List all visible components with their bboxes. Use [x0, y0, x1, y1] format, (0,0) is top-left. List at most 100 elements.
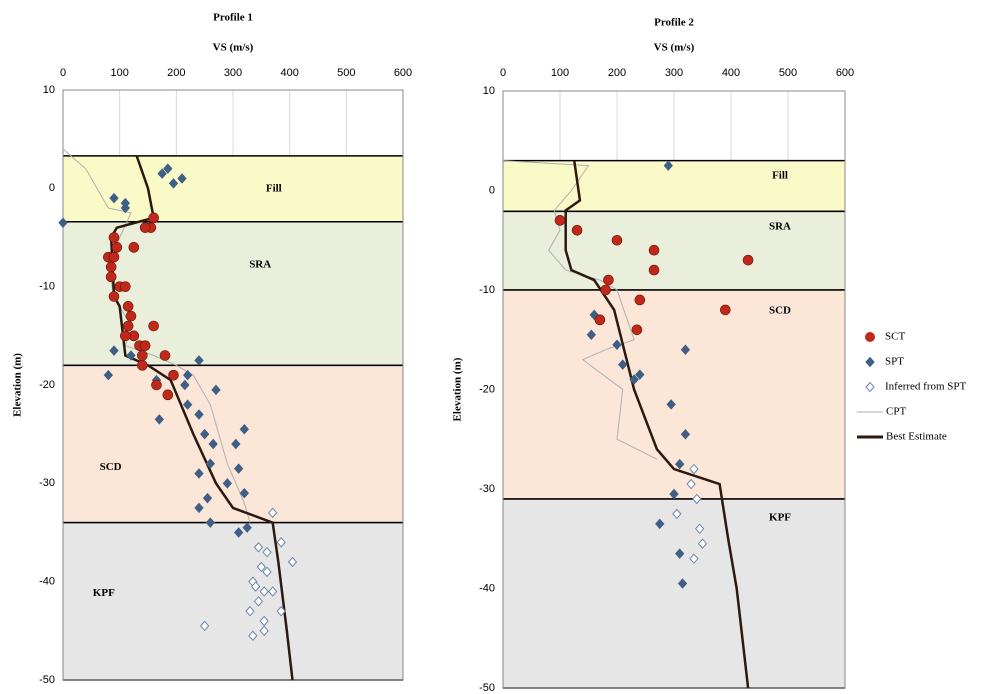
x-axis-label: VS (m/s) — [213, 42, 254, 54]
y-axis-label: Elevation (m) — [12, 353, 24, 417]
inferred-point — [694, 523, 705, 535]
legend-marker — [865, 381, 875, 393]
sct-point — [611, 234, 623, 246]
inferred-point — [253, 596, 264, 607]
legend-label: Best Estimate — [886, 431, 947, 443]
spt-point — [163, 163, 173, 174]
sct-point — [600, 284, 611, 296]
spt-point — [194, 409, 204, 420]
best-estimate-line — [564, 160, 750, 689]
spt-point — [233, 463, 244, 474]
x-tick-label: 400 — [280, 67, 298, 79]
spt-point — [157, 168, 167, 179]
sct-point — [122, 301, 134, 312]
sct-point — [108, 232, 120, 243]
sct-point — [137, 360, 148, 371]
layer-label: Fill — [772, 169, 788, 181]
spt-point — [675, 458, 685, 470]
y-tick-label: -50 — [479, 682, 495, 694]
x-tick-label: 100 — [110, 67, 128, 79]
legend-label: SPT — [885, 356, 904, 368]
spt-point — [629, 374, 639, 385]
sct-point — [151, 379, 162, 391]
x-tick-label: 600 — [836, 67, 854, 79]
y-tick-label: -20 — [479, 383, 495, 395]
x-tick-label: 300 — [665, 67, 683, 79]
sct-point — [571, 225, 583, 236]
sct-point — [603, 274, 614, 286]
y-tick-label: -40 — [479, 582, 495, 594]
y-tick-label: -10 — [479, 284, 495, 296]
inferred-point — [199, 620, 210, 632]
spt-point — [182, 399, 193, 410]
x-tick-label: 0 — [500, 67, 506, 79]
spt-point — [154, 414, 165, 425]
sct-point — [120, 281, 131, 292]
x-tick-label: 200 — [167, 67, 185, 79]
y-tick-label: -50 — [39, 674, 55, 686]
y-tick-label: 0 — [49, 182, 55, 194]
layer-label: SRA — [769, 221, 791, 233]
inferred-point — [267, 507, 278, 519]
spt-point — [239, 423, 250, 435]
x-tick-label: 500 — [337, 67, 355, 79]
spt-point — [239, 487, 250, 499]
spt-point — [103, 369, 114, 381]
layer-label: SCD — [769, 304, 791, 316]
sct-point — [128, 242, 140, 253]
x-tick-label: 600 — [394, 67, 412, 79]
spt-point — [168, 178, 179, 189]
inferred-point — [672, 508, 682, 520]
sct-point — [719, 304, 731, 316]
layer-label: KPF — [769, 511, 791, 523]
spt-point — [669, 488, 679, 500]
sct-point — [137, 350, 148, 361]
inferred-point — [253, 541, 264, 553]
sct-point — [554, 215, 566, 226]
legend-label: CPT — [886, 406, 906, 418]
x-tick-label: 200 — [608, 67, 626, 79]
y-tick-label: 0 — [489, 184, 495, 196]
inferred-point — [250, 581, 261, 592]
spt-point — [194, 468, 204, 479]
spt-point — [242, 522, 252, 533]
spt-point — [199, 428, 210, 440]
spt-point — [177, 173, 187, 184]
spt-point — [675, 548, 685, 559]
spt-point — [680, 344, 691, 355]
inferred-point — [267, 586, 278, 597]
inferred-point — [245, 605, 255, 617]
spt-point — [211, 384, 221, 396]
plot-frame — [502, 90, 846, 689]
y-tick-label: -40 — [39, 576, 55, 588]
spt-point — [120, 202, 131, 214]
sct-point — [120, 330, 131, 342]
chart-title: Profile 2 — [654, 17, 694, 29]
plot-frame — [62, 89, 404, 681]
spt-point — [58, 217, 68, 229]
legend-marker — [865, 356, 875, 368]
spt-point — [205, 458, 216, 469]
sct-point — [159, 350, 171, 361]
inferred-point — [276, 605, 286, 617]
spt-point — [180, 379, 190, 391]
spt-point — [666, 399, 676, 410]
y-tick-label: -20 — [39, 379, 55, 391]
y-tick-label: -10 — [39, 281, 55, 293]
sct-point — [634, 294, 646, 306]
spt-point — [205, 517, 216, 528]
layer-band — [503, 498, 845, 688]
inferred-point — [248, 630, 258, 642]
spt-point — [194, 355, 204, 366]
x-tick-label: 100 — [551, 67, 569, 79]
inferred-point — [259, 615, 269, 627]
spt-point — [208, 438, 218, 450]
y-tick-label: -30 — [479, 483, 495, 495]
sct-point — [111, 242, 123, 253]
y-axis-label: Elevation (m) — [452, 357, 464, 421]
spt-point — [109, 345, 119, 356]
layer-label: SCD — [100, 461, 122, 473]
spt-point — [655, 518, 665, 530]
sct-point — [125, 310, 137, 322]
